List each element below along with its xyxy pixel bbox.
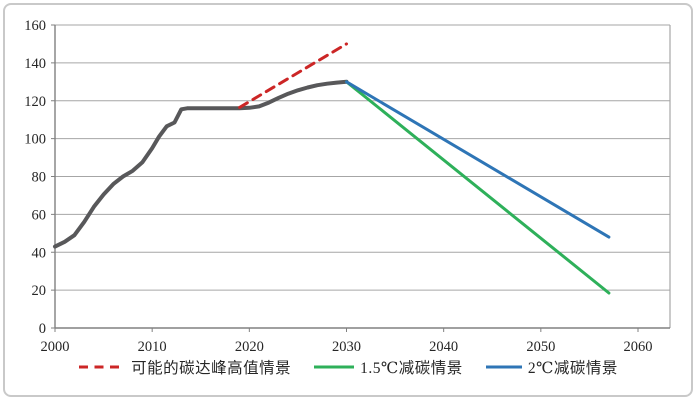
- y-tick-label: 0: [39, 321, 46, 337]
- y-tick-label: 100: [24, 132, 46, 148]
- legend-item-2c-scenario: 2℃减碳情景: [485, 356, 618, 378]
- series-peak-high-scenario: [238, 42, 348, 109]
- x-tick-label: 2060: [624, 339, 653, 355]
- y-tick-label: 120: [24, 94, 46, 110]
- y-tick-label: 40: [32, 245, 47, 261]
- x-tick-label: 2010: [138, 339, 167, 355]
- x-tick-label: 2000: [41, 339, 70, 355]
- y-tick-label: 140: [24, 56, 46, 72]
- legend-label-1p5c-scenario: 1.5℃减碳情景: [360, 360, 463, 377]
- legend-solid-line-icon: [314, 365, 355, 369]
- x-tick-label: 2020: [235, 339, 264, 355]
- series-reduction-2c-scenario: [345, 80, 611, 239]
- legend-dashed-line-icon: [79, 365, 126, 369]
- legend-label-2c-scenario: 2℃减碳情景: [527, 360, 618, 377]
- series-reduction-1p5c-scenario: [345, 80, 611, 295]
- chart-legend: 可能的碳达峰高值情景 1.5℃减碳情景 2℃减碳情景: [5, 356, 691, 378]
- x-tick-label: 2040: [429, 339, 458, 355]
- legend-item-1p5c-scenario: 1.5℃减碳情景: [313, 356, 463, 378]
- x-tick-label: 2030: [332, 339, 361, 355]
- x-tick-label: 2050: [526, 339, 555, 355]
- legend-solid-line-icon: [485, 365, 522, 369]
- legend-label-peak-scenario: 可能的碳达峰高值情景: [131, 360, 292, 377]
- y-tick-label: 160: [24, 18, 46, 34]
- y-tick-label: 20: [32, 283, 47, 299]
- y-tick-label: 60: [32, 207, 47, 223]
- y-tick-label: 80: [32, 170, 47, 186]
- legend-item-peak-scenario: 可能的碳达峰高值情景: [78, 356, 291, 378]
- series-historical-emissions: [53, 79, 349, 249]
- chart-frame: 0 20 40 60 80 100 120 140 160 2000 2010 2020 2030 204…: [3, 3, 693, 397]
